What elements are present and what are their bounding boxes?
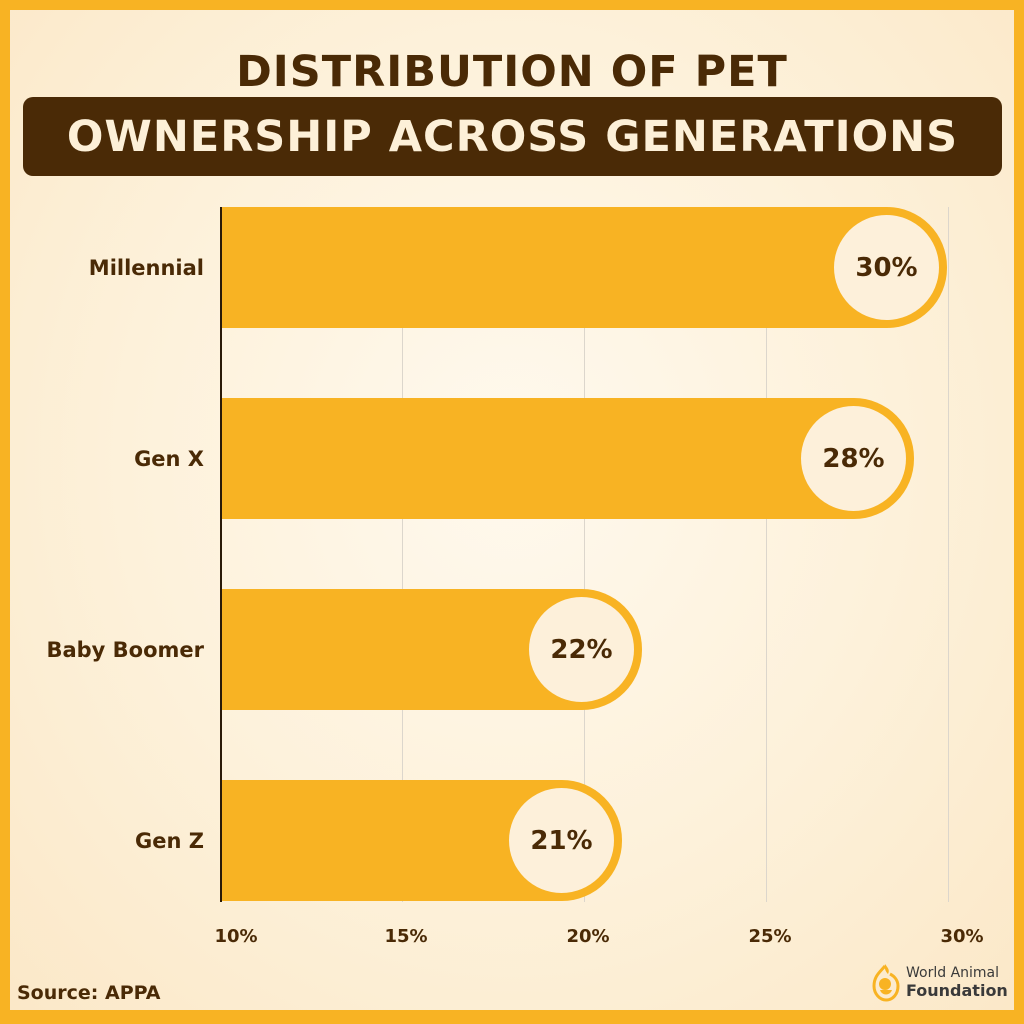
x-tick-label: 10%: [214, 926, 258, 947]
x-tick-label: 25%: [748, 926, 792, 947]
bar-gen-x: 28%: [222, 398, 914, 519]
gridline-15: [402, 207, 403, 902]
y-axis-line: [220, 207, 222, 902]
chart-canvas: DISTRIBUTION OF PET OWNERSHIP ACROSS GEN…: [10, 10, 1014, 1010]
bar-millennial: 30%: [222, 207, 947, 328]
x-tick-label: 30%: [940, 926, 984, 947]
x-tick-label: 15%: [384, 926, 428, 947]
chart-title-banner: OWNERSHIP ACROSS GENERATIONS: [23, 97, 1002, 176]
gridline-20: [584, 207, 585, 902]
category-label: Gen X: [134, 447, 204, 471]
paw-heart-logo-icon: [872, 964, 900, 1002]
logo-text-line2: Foundation: [906, 981, 1008, 1000]
chart-title-line2: OWNERSHIP ACROSS GENERATIONS: [66, 111, 959, 162]
category-label: Millennial: [88, 256, 204, 280]
value-bubble: 28%: [801, 406, 906, 511]
world-animal-foundation-logo: World Animal Foundation: [868, 962, 1008, 1002]
value-bubble: 21%: [509, 788, 614, 893]
chart-title-line1: DISTRIBUTION OF PET: [236, 47, 788, 97]
logo-text-line1: World Animal: [906, 965, 1000, 981]
bar-gen-z: 21%: [222, 780, 622, 901]
value-bubble: 30%: [834, 215, 939, 320]
value-bubble: 22%: [529, 597, 634, 702]
source-note: Source: APPA: [17, 982, 161, 1004]
gridline-30: [948, 207, 949, 902]
bar-baby-boomer: 22%: [222, 589, 642, 710]
category-label: Gen Z: [135, 829, 204, 853]
x-tick-label: 20%: [566, 926, 610, 947]
gridline-25: [766, 207, 767, 902]
category-label: Baby Boomer: [46, 638, 204, 662]
